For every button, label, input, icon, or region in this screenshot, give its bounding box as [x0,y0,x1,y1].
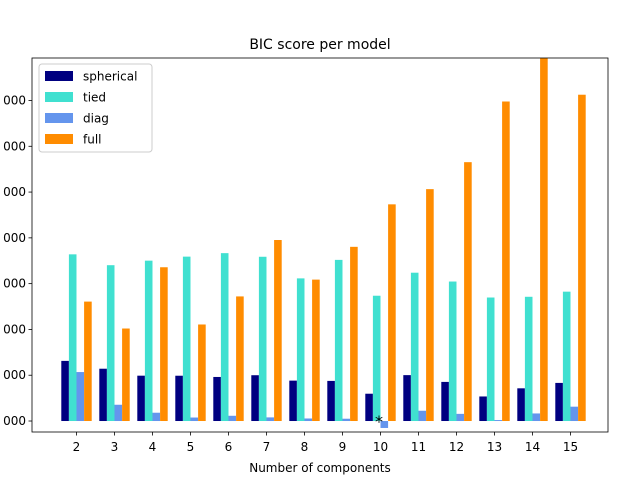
bar-full-4 [160,267,168,422]
bar-group [61,58,586,428]
legend-swatch-spherical [45,71,73,81]
bar-full-2 [84,301,92,422]
bar-full-7 [274,240,282,422]
y-tick-label: 000 [3,231,26,245]
bar-diag-12 [456,413,465,422]
y-tick-label: 000 [3,93,26,107]
legend-swatch-full [45,134,73,144]
x-tick-label: 8 [301,440,309,454]
x-tick-label: 6 [225,440,233,454]
best-model-marker: * [375,412,383,431]
bar-diag-4 [152,412,161,422]
bar-spherical-10 [365,393,373,422]
bar-full-14 [540,58,548,422]
x-tick-label: 15 [563,440,578,454]
bar-spherical-14 [517,388,525,422]
y-tick-label: 000 [3,414,26,428]
bar-spherical-15 [555,382,563,422]
x-tick-label: 12 [449,440,464,454]
x-axis-label: Number of components [249,461,391,475]
x-tick-label: 9 [339,440,347,454]
bar-spherical-12 [441,381,449,422]
bar-full-8 [312,279,320,422]
y-tick-label: 000 [3,322,26,336]
bar-diag-2 [76,372,85,422]
bar-spherical-7 [251,375,259,422]
bar-diag-13 [494,420,503,422]
bar-tied-13 [486,297,495,422]
bar-spherical-6 [213,376,221,422]
y-tick-label: 000 [3,368,26,382]
y-tick-label: 000 [3,277,26,291]
bar-tied-3 [106,265,115,422]
bar-tied-8 [296,278,305,422]
bar-diag-5 [190,417,199,422]
y-tick-label: 000 [3,139,26,153]
bar-spherical-4 [137,375,145,422]
bar-diag-14 [532,413,541,422]
bar-spherical-11 [403,375,411,422]
bar-spherical-3 [99,368,107,422]
bar-spherical-5 [175,375,183,422]
legend-box [38,63,153,153]
legend-label-full: full [83,133,102,147]
plot-area-frame [31,57,609,433]
bar-tied-7 [258,256,267,422]
bar-diag-11 [418,410,427,422]
x-tick-label: 5 [187,440,195,454]
bar-full-5 [198,324,206,422]
legend-swatch-tied [45,92,73,102]
bar-full-15 [578,94,586,422]
y-tick-label: 000 [3,185,26,199]
legend-label-diag: diag [83,112,109,126]
bar-spherical-9 [327,380,335,422]
bar-tied-11 [410,272,419,422]
bar-tied-9 [334,259,343,422]
bar-diag-15 [570,406,579,422]
x-tick-label: 11 [411,440,426,454]
bar-diag-9 [342,418,351,422]
bar-spherical-13 [479,396,487,422]
bar-diag-3 [114,404,123,422]
bar-tied-10 [372,295,381,422]
bar-diag-8 [304,418,313,422]
legend-swatch-diag [45,113,73,123]
y-axis: 000 000 000 000 000 000 000 000 [3,93,32,428]
bar-tied-12 [448,281,457,422]
legend: spherical tied diag full [38,63,153,153]
bar-full-6 [236,296,244,422]
chart-title: BIC score per model [249,37,390,53]
bar-full-13 [502,101,510,422]
bar-full-10 [388,204,396,422]
x-axis: 2 3 4 5 6 7 8 9 10 11 12 13 14 15 [73,432,578,454]
x-tick-label: 14 [525,440,540,454]
bar-tied-14 [524,296,533,422]
bar-full-9 [350,246,358,422]
bar-tied-15 [562,291,571,422]
bar-tied-2 [68,254,77,422]
bar-diag-6 [228,415,237,422]
bar-diag-10 [380,421,389,428]
bar-diag-7 [266,417,275,422]
bar-tied-6 [220,253,229,422]
annotations: * [375,412,383,431]
bar-spherical-2 [61,360,69,422]
bar-full-3 [122,328,130,422]
bar-full-12 [464,162,472,422]
bar-spherical-8 [289,380,297,422]
x-tick-label: 3 [111,440,119,454]
bar-tied-4 [144,260,153,422]
bar-full-11 [426,189,434,422]
x-tick-label: 13 [487,440,502,454]
x-tick-label: 10 [373,440,388,454]
bar-tied-5 [182,256,191,422]
x-tick-label: 2 [73,440,81,454]
legend-label-tied: tied [83,91,106,105]
x-tick-label: 4 [149,440,157,454]
x-tick-label: 7 [263,440,271,454]
legend-label-spherical: spherical [83,70,137,84]
